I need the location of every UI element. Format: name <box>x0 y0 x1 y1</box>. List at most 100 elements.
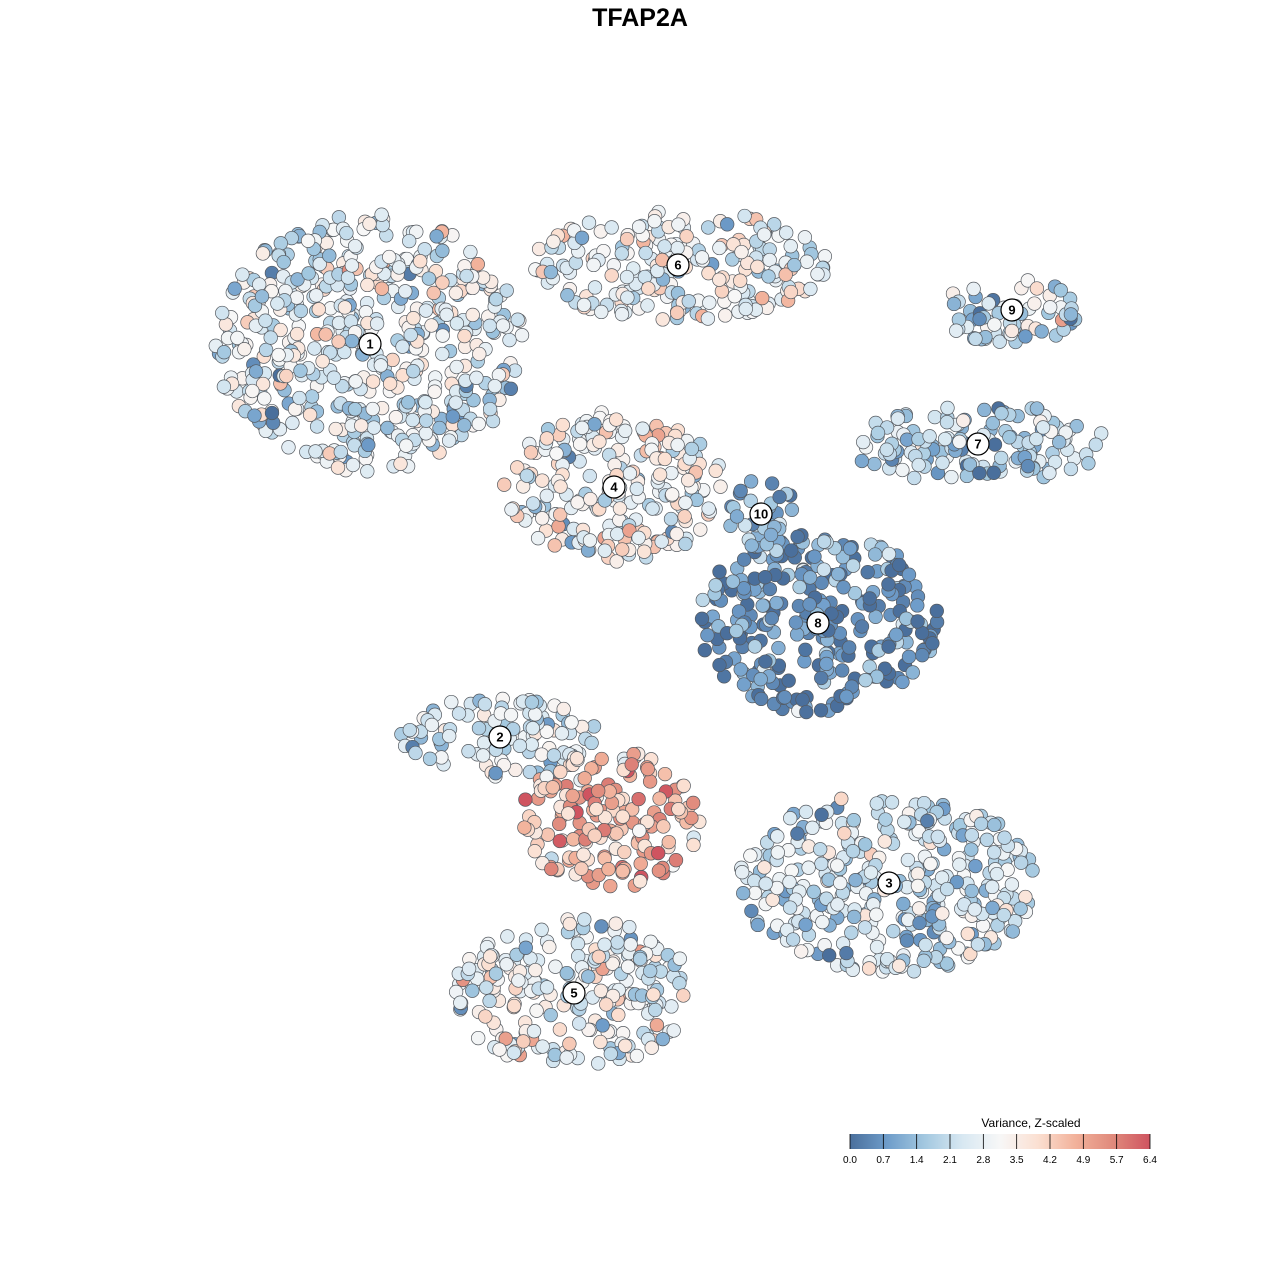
data-point <box>435 275 450 290</box>
data-point <box>1029 281 1045 296</box>
data-point <box>527 844 542 859</box>
data-point <box>905 665 920 680</box>
data-point <box>1020 273 1035 288</box>
data-point <box>900 852 916 868</box>
data-point <box>834 791 849 806</box>
data-point <box>312 256 327 272</box>
data-point <box>216 379 232 394</box>
data-point <box>485 413 501 429</box>
data-point <box>453 995 468 1010</box>
data-point <box>638 245 653 261</box>
data-point <box>802 597 817 612</box>
colorbar-tick-label: 4.2 <box>1043 1155 1057 1166</box>
data-point <box>547 1047 562 1063</box>
data-point <box>597 543 612 558</box>
data-point <box>944 469 959 485</box>
data-point <box>535 1039 550 1054</box>
data-point <box>964 828 979 843</box>
data-point <box>569 751 585 766</box>
data-point <box>566 832 581 847</box>
data-point <box>789 627 805 642</box>
data-point <box>424 717 440 733</box>
data-point <box>669 526 684 542</box>
data-point <box>457 418 472 433</box>
data-point <box>897 814 912 829</box>
data-point <box>672 976 687 991</box>
data-point <box>463 244 478 260</box>
data-point <box>524 737 539 752</box>
data-point <box>551 519 566 534</box>
data-point <box>694 250 710 265</box>
data-point <box>1063 461 1079 477</box>
data-point <box>797 230 813 245</box>
data-point <box>686 795 701 811</box>
data-point <box>977 402 992 418</box>
data-point <box>754 691 769 707</box>
data-point <box>475 748 491 763</box>
data-point <box>281 440 296 455</box>
data-point <box>421 271 437 286</box>
data-point <box>1002 430 1017 445</box>
data-point <box>640 814 655 829</box>
data-point <box>546 234 561 249</box>
data-point <box>230 330 245 346</box>
data-point <box>757 860 772 875</box>
data-point <box>594 751 609 767</box>
data-point <box>664 999 679 1014</box>
data-point <box>482 949 498 964</box>
data-point <box>623 937 638 952</box>
data-point <box>477 697 493 712</box>
cluster-label-text: 4 <box>610 480 618 495</box>
data-point <box>822 948 837 963</box>
data-point <box>758 876 773 891</box>
data-point <box>750 259 765 274</box>
data-point <box>781 673 796 688</box>
data-point <box>360 277 375 293</box>
data-point <box>764 476 780 491</box>
data-point <box>963 946 978 962</box>
data-point <box>459 268 474 284</box>
data-point <box>503 381 519 396</box>
data-point <box>574 230 590 245</box>
data-point <box>906 964 922 979</box>
data-point <box>408 745 423 761</box>
data-point <box>624 757 639 772</box>
data-point <box>427 384 442 399</box>
data-point <box>255 246 271 261</box>
colorbar-tick-label: 2.8 <box>976 1155 990 1166</box>
data-point <box>603 878 618 894</box>
data-point <box>559 1050 574 1065</box>
data-point <box>500 929 515 944</box>
data-point <box>665 487 680 502</box>
cluster-label-text: 3 <box>885 876 892 891</box>
data-point <box>583 491 598 507</box>
data-point <box>657 766 673 782</box>
data-point <box>555 417 570 433</box>
cluster-label-text: 8 <box>814 616 821 631</box>
data-point <box>366 420 382 435</box>
data-point <box>972 465 987 481</box>
data-point <box>522 764 538 780</box>
data-point <box>362 216 377 231</box>
data-point <box>701 220 716 235</box>
data-point <box>271 347 286 363</box>
data-point <box>587 417 602 432</box>
data-point <box>599 997 614 1012</box>
data-point <box>595 1018 610 1033</box>
data-point <box>915 648 930 663</box>
data-point <box>815 914 830 930</box>
data-point <box>805 820 820 835</box>
data-point <box>406 364 421 379</box>
data-point <box>448 285 464 301</box>
data-point <box>652 791 667 806</box>
data-point <box>615 542 630 557</box>
cluster-label-badge <box>488 725 512 749</box>
data-point <box>227 281 242 296</box>
data-point <box>839 689 854 704</box>
data-point <box>981 296 996 311</box>
data-point <box>744 538 759 553</box>
data-point <box>339 225 354 241</box>
data-point <box>968 858 983 874</box>
data-point <box>929 603 944 619</box>
data-point <box>254 289 270 304</box>
